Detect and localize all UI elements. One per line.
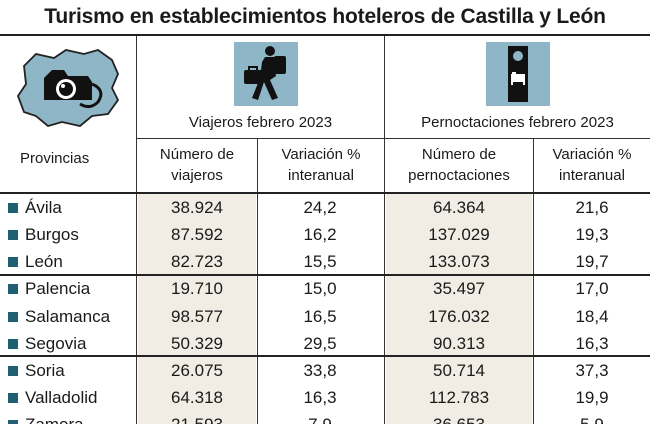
- cell-provincia: León: [0, 248, 135, 275]
- cell-var-pernoctaciones: 19,7: [575, 252, 609, 272]
- cell-var-viajeros: 24,2: [303, 198, 337, 217]
- table-row: Segovia 50.329 29,5 90.313 16,3: [0, 330, 650, 357]
- cell-var-pernoctaciones: 19,9: [575, 388, 609, 408]
- provincia-label: Palencia: [25, 279, 91, 299]
- bullet-square-icon: [8, 311, 18, 322]
- cell-provincia: Valladolid: [0, 384, 135, 411]
- table-row: Valladolid 64.318 16,3 112.783 19,9: [0, 384, 650, 411]
- cell-var-viajeros: 16,2: [303, 225, 337, 245]
- cell-var-pernoctaciones: 18,4: [575, 306, 609, 326]
- bullet-square-icon: [8, 284, 18, 295]
- cell-pernoctaciones: 133.073: [428, 252, 490, 272]
- cell-viajeros: 50.329: [171, 333, 223, 353]
- shade-column-pernoctaciones: [386, 193, 532, 424]
- group-label-pernoctaciones: Pernoctaciones febrero 2023: [421, 114, 614, 131]
- bullet-square-icon: [8, 420, 18, 424]
- group-label-viajeros: Viajeros febrero 2023: [188, 114, 333, 131]
- cell-pernoctaciones: 36.653: [386, 411, 532, 424]
- table-row: León 82.723 15,5 133.073 19,7: [0, 248, 650, 275]
- cell-pernoctaciones: 137.029: [428, 225, 490, 245]
- cell-pernoctaciones: 35.497: [433, 279, 485, 299]
- cell-var-pernoctaciones: 21,6: [575, 198, 609, 217]
- divider-vertical: [136, 36, 137, 424]
- cell-var-pernoctaciones: 5,9: [534, 411, 650, 424]
- cell-var-viajeros: 16,3: [303, 388, 337, 408]
- traveler-with-suitcase-icon: [234, 42, 298, 106]
- table-row: Burgos 87.592 16,2 137.029 19,3: [0, 221, 650, 248]
- table-row: Ávila 38.924 24,2 64.364 21,6: [0, 194, 650, 221]
- cell-provincia: Segovia: [0, 330, 135, 357]
- cell-var-viajeros: 15,0: [303, 279, 337, 299]
- table-row: Salamanca 98.577 16,5 176.032 18,4: [0, 303, 650, 330]
- cell-provincia: Burgos: [0, 221, 135, 248]
- divider-vertical: [533, 138, 534, 424]
- cell-var-pernoctaciones: 19,3: [575, 225, 609, 245]
- column-header-var-pernoctaciones: Variación % interanual: [552, 146, 632, 184]
- cell-pernoctaciones: 176.032: [428, 306, 490, 326]
- cell-provincia: Ávila: [0, 194, 135, 221]
- cell-pernoctaciones: 90.313: [433, 333, 485, 353]
- table-row: Zamora 21.5937,9 36.6535,9: [0, 411, 650, 424]
- divider-horizontal: [136, 138, 650, 139]
- provincia-label: Segovia: [25, 333, 87, 353]
- cell-var-pernoctaciones: 17,0: [575, 279, 609, 299]
- chart-title: Turismo en establecimientos hoteleros de…: [44, 5, 606, 28]
- provincia-label: Valladolid: [25, 388, 98, 408]
- door-hanger-bed-icon: [486, 42, 550, 106]
- cell-provincia: Zamora: [0, 411, 135, 424]
- bullet-square-icon: [8, 393, 18, 404]
- cell-var-pernoctaciones: 16,3: [575, 333, 609, 353]
- cell-pernoctaciones: 64.364: [433, 198, 485, 217]
- bullet-square-icon: [8, 230, 18, 241]
- header-bottom-rule: [0, 192, 650, 194]
- title-rule: [0, 34, 650, 36]
- cell-viajeros: 87.592: [171, 225, 223, 245]
- provincia-label: Ávila: [25, 198, 62, 217]
- cell-var-viajeros: 15,5: [303, 252, 337, 272]
- provincia-label: Soria: [25, 360, 65, 380]
- column-header-num-viajeros: Número de viajeros: [159, 146, 235, 184]
- bullet-square-icon: [8, 365, 18, 376]
- provincia-label: Zamora: [25, 415, 84, 424]
- cell-provincia: Salamanca: [0, 303, 135, 330]
- cell-viajeros: 82.723: [171, 252, 223, 272]
- table-row: Soria 26.075 33,8 50.714 37,3: [0, 357, 650, 384]
- bullet-square-icon: [8, 203, 18, 213]
- cell-viajeros: 26.075: [171, 360, 223, 380]
- cell-var-viajeros: 16,5: [303, 306, 337, 326]
- shade-column-viajeros: [138, 193, 256, 424]
- row-group-rule: [0, 355, 650, 357]
- cell-var-viajeros: 7,9: [258, 411, 382, 424]
- row-group-rule: [0, 274, 650, 276]
- column-header-var-viajeros: Variación % interanual: [281, 146, 361, 184]
- column-header-num-pernoctaciones: Número de pernoctaciones: [408, 146, 510, 184]
- cell-viajeros: 38.924: [171, 198, 223, 217]
- table-row: Palencia 19.710 15,0 35.497 17,0: [0, 275, 650, 302]
- provincia-label: Burgos: [25, 225, 79, 245]
- provincia-label: León: [25, 252, 63, 272]
- cell-var-viajeros: 33,8: [303, 360, 337, 380]
- cell-viajeros: 19.710: [171, 279, 223, 299]
- cell-var-viajeros: 29,5: [303, 333, 337, 353]
- cell-pernoctaciones: 50.714: [433, 360, 485, 380]
- provincia-label: Salamanca: [25, 306, 111, 326]
- cell-viajeros: 21.593: [138, 411, 256, 424]
- cell-viajeros: 98.577: [171, 306, 223, 326]
- divider-vertical: [257, 138, 258, 424]
- cell-pernoctaciones: 112.783: [428, 388, 490, 408]
- castilla-leon-map-camera-icon: [16, 49, 120, 127]
- bullet-square-icon: [8, 338, 18, 349]
- column-header-provincias: Provincias: [20, 150, 90, 167]
- bullet-square-icon: [8, 257, 18, 268]
- cell-provincia: Soria: [0, 357, 135, 384]
- cell-viajeros: 64.318: [171, 388, 223, 408]
- cell-provincia: Palencia: [0, 275, 135, 302]
- divider-vertical: [384, 36, 385, 424]
- cell-var-pernoctaciones: 37,3: [575, 360, 609, 380]
